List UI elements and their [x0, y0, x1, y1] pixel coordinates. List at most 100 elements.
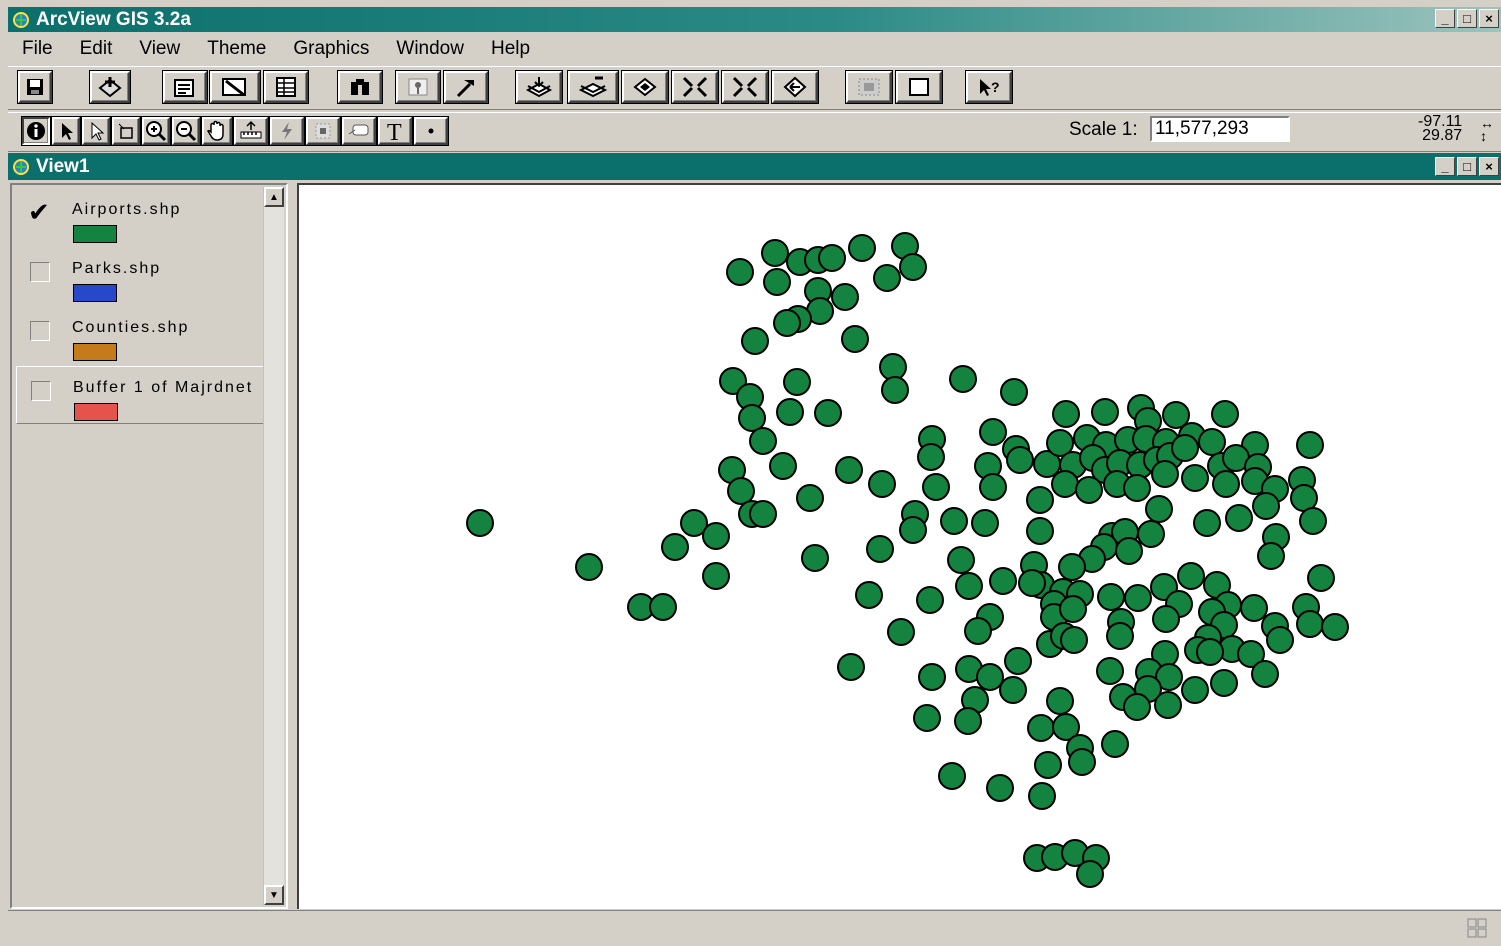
- airport-point[interactable]: [783, 368, 811, 396]
- airport-point[interactable]: [726, 258, 754, 286]
- airport-point[interactable]: [938, 762, 966, 790]
- hot-link-tool[interactable]: [270, 117, 304, 145]
- airport-point[interactable]: [835, 456, 863, 484]
- airport-point[interactable]: [738, 404, 766, 432]
- menu-help[interactable]: Help: [490, 38, 531, 59]
- airport-point[interactable]: [1026, 517, 1054, 545]
- theme-visibility-checkbox[interactable]: [30, 262, 50, 282]
- airport-point[interactable]: [954, 707, 982, 735]
- scroll-down-icon[interactable]: ▼: [264, 885, 284, 905]
- pointer-tool[interactable]: [52, 117, 80, 145]
- airport-point[interactable]: [1075, 476, 1103, 504]
- theme-airports[interactable]: ✔ Airports.shp: [16, 189, 262, 247]
- text-tool[interactable]: T: [378, 117, 412, 145]
- airport-point[interactable]: [575, 553, 603, 581]
- airport-point[interactable]: [1299, 507, 1327, 535]
- identify-tool[interactable]: [22, 117, 50, 145]
- airport-point[interactable]: [868, 470, 896, 498]
- airport-point[interactable]: [1028, 782, 1056, 810]
- airport-point[interactable]: [913, 704, 941, 732]
- airport-point[interactable]: [702, 522, 730, 550]
- airport-point[interactable]: [769, 452, 797, 480]
- scroll-up-icon[interactable]: ▲: [264, 187, 284, 207]
- airport-point[interactable]: [1237, 640, 1265, 668]
- airport-point[interactable]: [818, 244, 846, 272]
- airport-point[interactable]: [1321, 613, 1349, 641]
- map-display[interactable]: [297, 183, 1501, 909]
- zoom-in-button[interactable]: [672, 71, 718, 103]
- menu-view[interactable]: View: [139, 38, 181, 59]
- airport-point[interactable]: [1296, 610, 1324, 638]
- airport-point[interactable]: [1006, 446, 1034, 474]
- airport-point[interactable]: [1193, 509, 1221, 537]
- airport-point[interactable]: [887, 618, 915, 646]
- airport-point[interactable]: [796, 484, 824, 512]
- zoom-out-tool[interactable]: [172, 117, 200, 145]
- draw-point-tool[interactable]: [414, 117, 448, 145]
- scale-input[interactable]: [1150, 116, 1290, 142]
- theme-visibility-checkbox[interactable]: [30, 321, 50, 341]
- airport-point[interactable]: [801, 544, 829, 572]
- airport-point[interactable]: [1106, 622, 1134, 650]
- airport-point[interactable]: [922, 473, 950, 501]
- airport-point[interactable]: [773, 309, 801, 337]
- airport-point[interactable]: [1026, 486, 1054, 514]
- airport-point[interactable]: [986, 774, 1014, 802]
- airport-point[interactable]: [971, 509, 999, 537]
- airport-point[interactable]: [1124, 584, 1152, 612]
- help-button[interactable]: ?: [966, 71, 1012, 103]
- airport-point[interactable]: [1091, 398, 1119, 426]
- airport-point[interactable]: [1162, 401, 1190, 429]
- vertex-edit-tool[interactable]: [82, 117, 110, 145]
- airport-point[interactable]: [989, 567, 1017, 595]
- airport-point[interactable]: [955, 572, 983, 600]
- airport-point[interactable]: [1145, 495, 1173, 523]
- airport-point[interactable]: [776, 398, 804, 426]
- query-builder-button[interactable]: [444, 71, 488, 103]
- airport-point[interactable]: [1151, 460, 1179, 488]
- open-table-button[interactable]: [264, 71, 308, 103]
- airport-point[interactable]: [1212, 470, 1240, 498]
- airport-point[interactable]: [1240, 594, 1268, 622]
- theme-visibility-checkbox[interactable]: [31, 381, 51, 401]
- airport-point[interactable]: [749, 500, 777, 528]
- airport-point[interactable]: [1266, 626, 1294, 654]
- airport-point[interactable]: [1046, 687, 1074, 715]
- resize-grip-icon[interactable]: [1467, 918, 1487, 938]
- airport-point[interactable]: [916, 586, 944, 614]
- airport-point[interactable]: [1257, 542, 1285, 570]
- airport-point[interactable]: [1210, 669, 1238, 697]
- airport-point[interactable]: [848, 234, 876, 262]
- airport-point[interactable]: [866, 535, 894, 563]
- airport-point[interactable]: [1097, 583, 1125, 611]
- airport-point[interactable]: [1137, 520, 1165, 548]
- checkmark-icon[interactable]: ✔: [28, 197, 50, 227]
- edit-legend-button[interactable]: [210, 71, 260, 103]
- airport-point[interactable]: [841, 325, 869, 353]
- airport-point[interactable]: [999, 676, 1027, 704]
- select-features-button[interactable]: [846, 71, 892, 103]
- airport-point[interactable]: [1004, 647, 1032, 675]
- airport-point[interactable]: [1154, 691, 1182, 719]
- airport-point[interactable]: [1052, 713, 1080, 741]
- menu-file[interactable]: File: [22, 38, 53, 59]
- airport-point[interactable]: [761, 239, 789, 267]
- zoom-to-selected-button[interactable]: [622, 71, 668, 103]
- airport-point[interactable]: [1155, 663, 1183, 691]
- airport-point[interactable]: [1177, 562, 1205, 590]
- find-button[interactable]: [338, 71, 382, 103]
- airport-point[interactable]: [979, 418, 1007, 446]
- minimize-button[interactable]: _: [1435, 9, 1455, 28]
- zoom-in-tool[interactable]: [142, 117, 170, 145]
- airport-point[interactable]: [947, 546, 975, 574]
- airport-point[interactable]: [702, 562, 730, 590]
- airport-point[interactable]: [1018, 569, 1046, 597]
- airport-point[interactable]: [899, 516, 927, 544]
- close-button[interactable]: ×: [1479, 9, 1499, 28]
- airport-point[interactable]: [1251, 660, 1279, 688]
- airport-point[interactable]: [749, 427, 777, 455]
- measure-tool[interactable]: [234, 117, 268, 145]
- airport-point[interactable]: [1076, 860, 1104, 888]
- airport-point[interactable]: [1060, 626, 1088, 654]
- airport-point[interactable]: [763, 268, 791, 296]
